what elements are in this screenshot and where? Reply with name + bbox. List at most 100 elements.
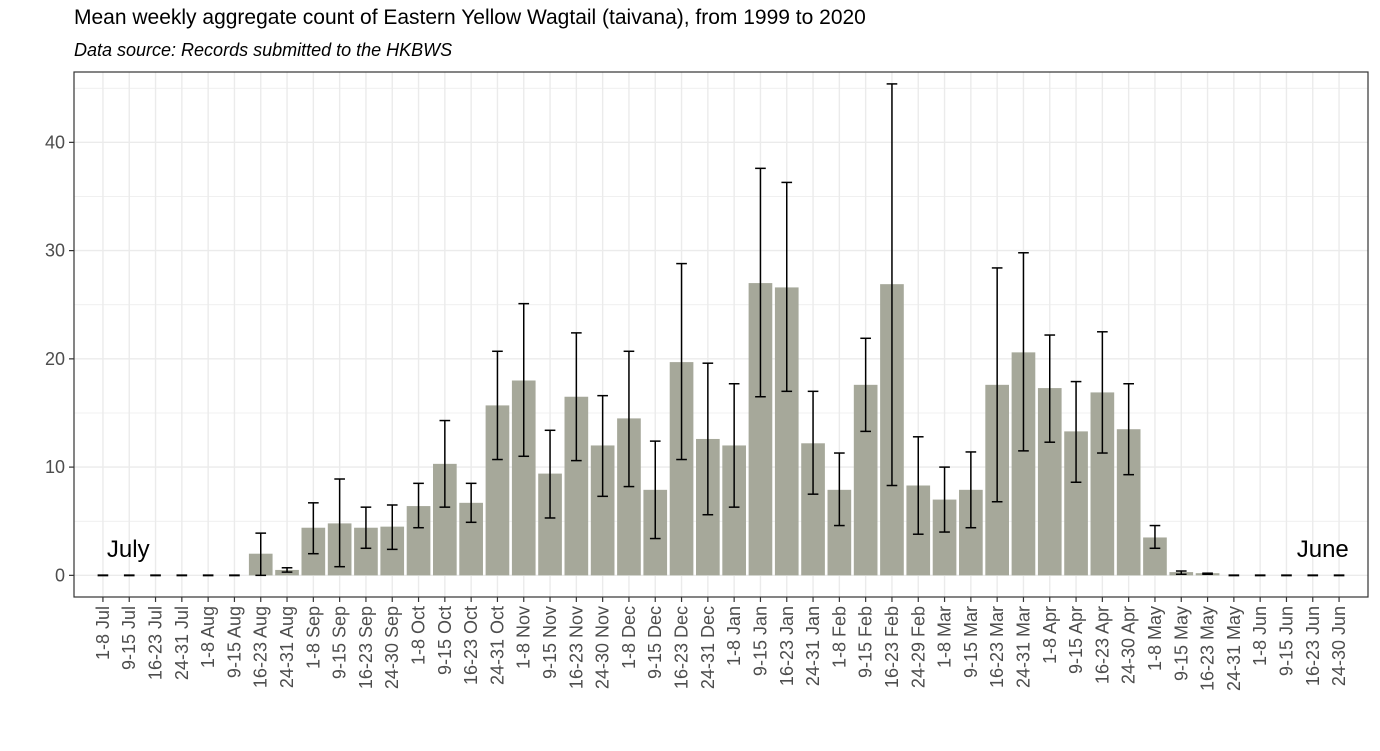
x-tick-label: 9-15 Oct	[435, 606, 455, 675]
x-tick-label: 16-23 Apr	[1092, 606, 1112, 684]
bar	[590, 445, 615, 576]
x-tick-label: 1-8 Jan	[724, 606, 744, 666]
x-tick-label: 24-31 Aug	[277, 606, 297, 688]
plot-panel-border	[73, 71, 1369, 598]
bar	[801, 443, 825, 576]
error-bar	[1149, 524, 1161, 550]
x-tick-label: 16-23 Oct	[461, 606, 481, 685]
annotation-june: June	[1297, 536, 1349, 563]
annotations-layer: July June	[107, 536, 1349, 563]
bar	[853, 384, 878, 576]
error-bar	[1044, 334, 1056, 443]
error-bar	[255, 532, 267, 577]
bar	[406, 506, 431, 576]
bar	[1143, 537, 1167, 576]
x-tick-label: 1-8 Feb	[829, 606, 849, 668]
bar	[722, 445, 746, 576]
x-tick-label: 16-23 Mar	[987, 606, 1007, 688]
error-bar	[281, 567, 293, 573]
x-tick-label: 9-15 Jun	[1276, 606, 1296, 676]
error-bar	[386, 504, 398, 551]
error-bar	[676, 262, 687, 461]
x-tick-label: 24-31 Jan	[803, 606, 823, 686]
x-tick-label: 1-8 Jul	[93, 606, 113, 660]
bar	[433, 463, 457, 576]
x-tick-label: 1-8 Apr	[1040, 606, 1060, 664]
error-bar	[939, 466, 950, 533]
x-tick-label: 24-29 Feb	[908, 606, 928, 688]
bar	[617, 418, 641, 576]
error-bar	[544, 429, 556, 519]
x-tick-label: 9-15 Aug	[224, 606, 244, 678]
x-tick-label: 1-8 Nov	[514, 606, 534, 669]
x-tick-label: 24-30 Sep	[382, 606, 402, 689]
x-tick-label: 24-31 May	[1224, 606, 1244, 691]
x-tick-label: 1-8 May	[1145, 606, 1165, 671]
bar	[669, 362, 694, 576]
x-tick-label: 9-15 Feb	[856, 606, 876, 678]
error-bar	[571, 332, 582, 462]
x-tick-label: 16-23 Dec	[672, 606, 692, 689]
bar	[774, 287, 799, 576]
error-bars-layer	[97, 83, 1345, 577]
error-bar	[465, 482, 477, 524]
chart-subtitle: Data source: Records submitted to the HK…	[74, 40, 453, 60]
bar	[564, 396, 589, 576]
error-bar	[991, 267, 1003, 503]
x-tick-label: 9-15 Mar	[961, 606, 981, 678]
axis-layer: 0 10 20 30 40 1-8 Jul 9-15 Jul 16-23 Jul 24-31 J…	[45, 132, 1349, 691]
x-tick-label: 16-23 Jan	[777, 606, 797, 686]
error-bar	[1202, 572, 1213, 576]
error-bar	[886, 83, 898, 487]
bar	[380, 526, 405, 576]
x-tick-label: 16-23 Nov	[566, 606, 586, 689]
y-tick-label: 20	[45, 349, 65, 369]
chart-title: Mean weekly aggregate count of Eastern Y…	[74, 6, 866, 29]
x-tick-label: 16-23 May	[1198, 606, 1218, 691]
error-bar	[755, 167, 766, 398]
x-tick-label: 24-31 Mar	[1013, 606, 1033, 688]
error-bar	[1097, 331, 1108, 454]
error-bar	[1018, 252, 1029, 452]
bar	[459, 502, 483, 576]
x-tick-label: 24-30 Jun	[1329, 606, 1349, 686]
x-tick-label: 24-31 Dec	[698, 606, 718, 689]
error-bar	[623, 350, 635, 488]
x-tick-label: 9-15 Apr	[1066, 606, 1086, 674]
x-tick-label: 9-15 Jul	[119, 606, 139, 670]
x-tick-label: 1-8 Oct	[409, 606, 429, 665]
error-bar	[413, 482, 424, 529]
x-tick-label: 1-8 Aug	[198, 606, 218, 668]
error-bar	[1175, 570, 1187, 576]
x-tick-label: 24-31 Jul	[172, 606, 192, 680]
x-tick-label: 9-15 May	[1171, 606, 1191, 681]
error-bar	[360, 506, 372, 550]
bar	[485, 405, 510, 576]
error-bar	[807, 390, 819, 495]
x-tick-label: 9-15 Nov	[540, 606, 560, 679]
error-bar	[728, 383, 740, 508]
bar	[1037, 388, 1062, 576]
bar	[511, 380, 536, 576]
error-bar	[834, 452, 845, 527]
bar	[538, 473, 562, 576]
x-tick-label: 9-15 Sep	[330, 606, 350, 679]
x-tick-label: 16-23 Feb	[882, 606, 902, 688]
x-tick-label: 16-23 Sep	[356, 606, 376, 689]
x-tick-label: 16-23 Jun	[1303, 606, 1323, 686]
x-tick-label: 1-8 Dec	[619, 606, 639, 669]
bar	[1116, 429, 1141, 576]
x-tick-label: 24-31 Oct	[487, 606, 507, 685]
y-tick-label: 40	[45, 132, 65, 152]
bar	[932, 499, 957, 576]
bar	[827, 489, 852, 576]
bar	[1011, 352, 1036, 576]
x-tick-label: 24-30 Apr	[1119, 606, 1139, 684]
error-bar	[308, 502, 319, 555]
y-tick-label: 0	[55, 565, 65, 585]
error-bar	[965, 451, 977, 529]
bar	[354, 527, 378, 576]
bar	[1064, 431, 1088, 576]
bar	[959, 489, 983, 576]
